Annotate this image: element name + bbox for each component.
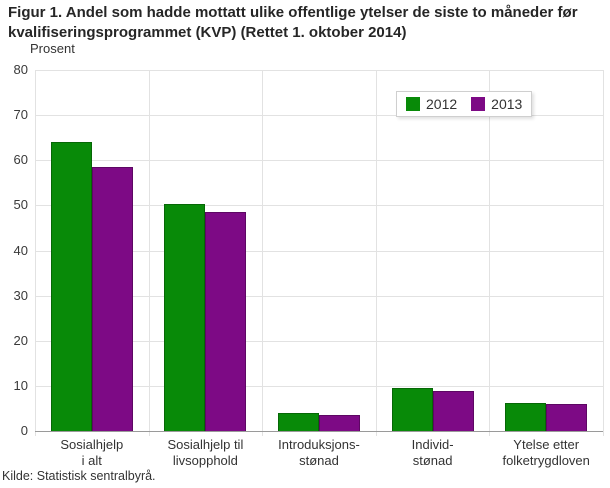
gridline	[35, 340, 603, 342]
vertical-gridline	[35, 70, 36, 436]
x-axis-label: Sosialhjelp i alt	[60, 437, 124, 468]
gridline	[35, 115, 603, 117]
bar-2013	[546, 403, 587, 431]
y-tick-label: 20	[13, 332, 28, 348]
x-axis-line	[35, 431, 603, 432]
legend-item-2012: 2012	[406, 96, 457, 112]
vertical-gridline	[603, 70, 604, 436]
vertical-gridline	[489, 70, 490, 436]
gridline	[35, 160, 603, 162]
bar-2013	[433, 391, 474, 431]
legend-label: 2012	[426, 96, 458, 112]
y-tick-label: 70	[13, 107, 28, 123]
legend-color-swatch-2013	[471, 97, 486, 111]
legend-item-2013: 2013	[471, 96, 522, 112]
x-axis-label: Sosialhjelp til livsopphold	[167, 437, 244, 468]
y-tick-label: 40	[13, 242, 28, 258]
bar-2012	[51, 142, 92, 431]
x-axis-label: Introduksjons- stønad	[278, 437, 360, 468]
x-axis-label: Ytelse etter folketrygdloven	[502, 437, 590, 468]
x-axis-label: Individ- stønad	[411, 437, 454, 468]
y-tick-label: 60	[13, 152, 28, 168]
y-axis-title: Prosent	[30, 41, 75, 56]
gridline	[35, 205, 603, 207]
bar-2013	[319, 415, 360, 431]
vertical-gridline	[149, 70, 150, 436]
bar-2013	[205, 212, 246, 431]
chart-plot-area	[35, 70, 604, 436]
gridline	[35, 250, 603, 252]
figure-title: Figur 1. Andel som hadde mottatt ulike o…	[8, 4, 578, 41]
bar-2012	[278, 412, 319, 431]
gridline	[35, 70, 603, 71]
gridline	[35, 385, 603, 387]
y-tick-label: 10	[13, 377, 28, 393]
bar-2012	[505, 403, 546, 431]
bar-2012	[392, 388, 433, 431]
source-note: Kilde: Statistisk sentralbyrå.	[2, 469, 156, 483]
bar-2013	[92, 167, 133, 431]
gridline	[35, 295, 603, 297]
vertical-gridline	[376, 70, 377, 436]
y-tick-label: 30	[13, 287, 28, 303]
y-tick-label: 50	[13, 197, 28, 213]
vertical-gridline	[262, 70, 263, 436]
legend-color-swatch-2012	[406, 97, 420, 111]
chart-legend: 2012 2013	[396, 91, 533, 117]
y-tick-label: 0	[20, 423, 28, 438]
bar-2012	[164, 204, 205, 431]
y-tick-label: 80	[13, 62, 28, 77]
legend-label: 2013	[491, 96, 523, 112]
